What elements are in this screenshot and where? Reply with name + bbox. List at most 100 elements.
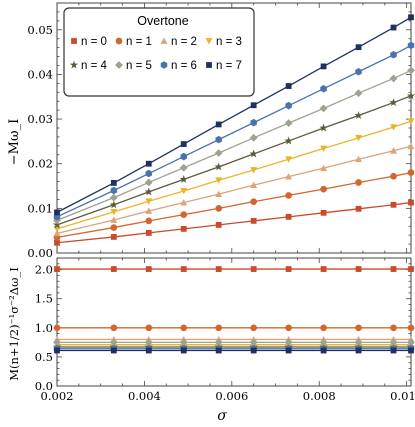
legend-label: n = 0 [81,36,107,48]
legend-label: n = 4 [81,60,108,72]
y-tick-label: 0.00 [27,246,53,260]
data-point [53,324,61,332]
data-point [407,142,415,150]
data-point [109,200,118,209]
data-point [355,155,363,163]
y-tick-label: 0.01 [27,201,53,215]
data-point [389,98,398,107]
x-axis-label: σ [217,408,227,424]
data-point [54,239,60,246]
data-point [110,234,117,240]
legend-label: n = 2 [171,36,197,48]
legend-label: n = 1 [126,36,152,48]
data-point [215,135,222,144]
data-point [390,266,397,272]
data-point [355,44,362,51]
data-point [285,83,292,89]
data-point [54,209,60,216]
data-point [407,324,415,332]
data-point [355,324,362,332]
y-tick-label: 2.0 [35,263,53,277]
data-point [249,338,258,347]
data-point [53,225,61,233]
y-tick-label: 1.0 [35,321,53,335]
data-point [355,179,362,186]
data-point [406,91,415,100]
data-point [144,187,153,196]
data-point [145,230,152,236]
data-point [408,266,414,272]
data-point [180,225,187,232]
data-point [180,211,188,218]
data-point [145,207,153,214]
y-tick-label: 0.03 [27,112,53,126]
data-point [180,188,188,195]
data-point [250,118,257,127]
data-point [355,205,362,212]
legend-marker [115,37,123,45]
data-point [214,149,223,157]
data-point [408,14,414,21]
data-point [354,338,363,347]
data-point [110,186,118,195]
data-point [285,101,292,110]
y-tick-label: 0.05 [27,23,53,37]
data-point [284,338,293,347]
y-tick-label: 0.02 [27,157,53,171]
data-point [407,169,415,176]
data-point [109,338,118,347]
data-point [390,347,397,354]
data-point [319,123,328,132]
data-point [109,193,118,202]
y-tick-label: 0.0 [35,379,53,393]
data-point [180,141,187,147]
data-point [390,124,397,131]
data-point [354,111,363,120]
data-point [354,89,363,98]
data-point [215,347,222,354]
data-point [320,164,328,172]
data-point [407,338,415,347]
legend-marker [160,37,168,44]
data-point [214,162,223,171]
legend-label: n = 6 [171,60,197,72]
data-point [355,347,362,354]
legend-marker [69,60,79,69]
data-point [250,324,258,332]
bottom-panel: 0.002 0.004 0.006 0.008 0.010 0.0 0.5 1.0 1.5 2.0 [35,257,415,403]
data-point [320,84,327,93]
data-point [284,119,293,128]
data-point [390,147,397,154]
data-point [180,152,188,161]
data-point [390,51,397,59]
data-point [249,133,258,142]
data-point [320,185,327,193]
data-point [390,201,397,208]
data-point [53,338,61,347]
data-point [390,324,397,332]
legend-marker [206,62,212,68]
data-point [180,266,187,272]
data-point [320,145,328,153]
legend-marker [160,61,168,69]
x-tick-label: 0.002 [41,389,74,403]
data-point [319,338,328,347]
data-point [284,136,293,145]
data-point [144,178,153,187]
data-point [54,347,60,354]
x-tick-label: 0.004 [128,389,161,403]
data-point [407,118,415,125]
data-point [389,338,398,347]
data-point [145,169,153,178]
data-point [250,102,257,109]
data-point [144,338,153,347]
data-point [52,220,62,229]
data-point [390,24,397,31]
top-ylabel: −Mω_I [7,119,22,165]
data-point [145,217,153,225]
data-point [355,134,363,142]
plot-frame [56,257,412,387]
data-point [110,266,117,272]
data-point [179,338,188,347]
